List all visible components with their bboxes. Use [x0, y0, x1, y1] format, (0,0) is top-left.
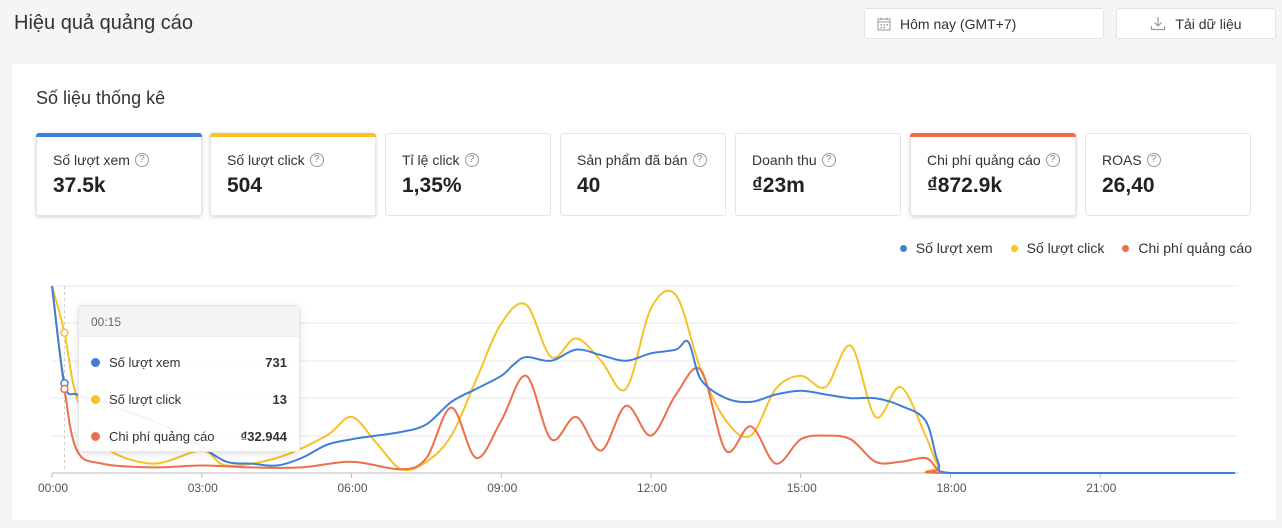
tooltip-label: Chi phí quảng cáo [109, 429, 215, 444]
metric-label: Tỉ lệ click? [402, 152, 550, 168]
x-tick-label: 15:00 [787, 481, 817, 495]
metric-label-text: Doanh thu [752, 152, 817, 168]
metric-label-text: Sản phẩm đã bán [577, 152, 688, 168]
legend-label: Số lượt click [1026, 240, 1105, 256]
metric-label: Số lượt click? [227, 152, 375, 168]
series-line-ad-cost [51, 285, 1235, 475]
metric-tile[interactable]: Sản phẩm đã bán? 40 [560, 133, 726, 216]
metric-accent-bar [210, 133, 376, 137]
metric-label: Doanh thu? [752, 152, 900, 168]
chart-tooltip: 00:15 Số lượt xem 731 Số lượt click 13 C… [78, 305, 300, 452]
metric-label-text: ROAS [1102, 152, 1142, 168]
x-tick-label: 06:00 [338, 481, 368, 495]
metric-label-text: Tỉ lệ click [402, 152, 460, 168]
metric-value: 37.5k [53, 174, 106, 197]
legend-label: Số lượt xem [915, 240, 993, 256]
metric-label: Sản phẩm đã bán? [577, 152, 725, 168]
download-data-button[interactable]: Tải dữ liệu [1116, 8, 1276, 39]
legend-dot [1122, 244, 1130, 252]
tooltip-value: ₫32.944 [240, 429, 287, 444]
metric-tile[interactable]: Tỉ lệ click? 1,35% [385, 133, 551, 216]
hover-point [60, 384, 69, 394]
x-tick-label: 12:00 [637, 481, 667, 495]
tooltip-row-views: Số lượt xem 731 [91, 355, 287, 370]
help-icon[interactable]: ? [464, 153, 479, 167]
metric-label: Chi phí quảng cáo? [927, 152, 1075, 168]
metric-tile[interactable]: Doanh thu? ₫23m [735, 133, 901, 216]
metric-tile[interactable]: Số lượt click? 504 [210, 133, 376, 216]
metric-tile[interactable]: Chi phí quảng cáo? ₫872.9k [910, 133, 1076, 216]
legend-item-ad-cost[interactable]: Chi phí quảng cáo [1122, 240, 1252, 256]
x-tick-label: 21:00 [1086, 481, 1116, 495]
metric-label-text: Số lượt xem [53, 152, 130, 168]
legend-label: Chi phí quảng cáo [1138, 240, 1252, 256]
tooltip-dot [91, 432, 100, 441]
metric-accent-bar [36, 133, 202, 137]
legend-item-views[interactable]: Số lượt xem [899, 240, 993, 256]
date-range-button[interactable]: Hôm nay (GMT+7) [864, 8, 1104, 39]
help-icon[interactable]: ? [1045, 153, 1060, 167]
hover-point [60, 328, 69, 337]
metric-label: Số lượt xem? [53, 152, 201, 168]
metric-label-text: Số lượt click [227, 152, 305, 168]
x-tick-label: 09:00 [487, 481, 517, 495]
metric-value: ₫23m [752, 174, 805, 197]
date-range-label: Hôm nay (GMT+7) [900, 15, 1017, 32]
tooltip-label: Số lượt xem [109, 355, 181, 370]
statistics-card: Số liệu thống kê Số lượt xem? 37.5k Số lượ… [12, 64, 1276, 520]
tooltip-row-ad-cost: Chi phí quảng cáo ₫32.944 [91, 429, 287, 444]
metric-value: 504 [227, 174, 263, 197]
help-icon[interactable]: ? [134, 153, 149, 167]
help-icon[interactable]: ? [309, 153, 324, 167]
metric-tile[interactable]: Số lượt xem? 37.5k [36, 133, 202, 216]
legend-dot [1010, 244, 1018, 252]
tooltip-value: 731 [265, 355, 287, 370]
page-title: Hiệu quả quảng cáo [14, 12, 194, 34]
metric-value: 40 [577, 174, 601, 197]
help-icon[interactable]: ? [692, 153, 707, 167]
metric-value: ₫872.9k [927, 174, 1003, 197]
calendar-icon [877, 17, 891, 31]
help-icon[interactable]: ? [1146, 153, 1161, 167]
metric-label-text: Chi phí quảng cáo [927, 152, 1041, 168]
tooltip-row-clicks: Số lượt click 13 [91, 392, 287, 407]
x-tick-label: 00:00 [38, 481, 68, 495]
x-tick-label: 18:00 [937, 481, 967, 495]
metric-value: 1,35% [402, 174, 462, 197]
help-icon[interactable]: ? [821, 153, 836, 167]
tooltip-time: 00:15 [79, 306, 299, 337]
x-tick-label: 03:00 [188, 481, 218, 495]
metric-accent-bar [910, 133, 1076, 137]
tooltip-dot [91, 395, 100, 404]
metric-tile[interactable]: ROAS? 26,40 [1085, 133, 1251, 216]
chart-legend: Số lượt xem Số lượt click Chi phí quảng … [882, 240, 1252, 256]
section-title: Số liệu thống kê [36, 88, 166, 108]
tooltip-value: 13 [272, 392, 287, 407]
download-icon [1150, 16, 1166, 31]
tooltip-dot [91, 358, 100, 367]
tooltip-label: Số lượt click [109, 392, 182, 407]
download-data-label: Tải dữ liệu [1175, 15, 1242, 32]
metric-label: ROAS? [1102, 152, 1250, 168]
legend-dot [899, 244, 907, 252]
metric-value: 26,40 [1102, 174, 1155, 197]
legend-item-clicks[interactable]: Số lượt click [1010, 240, 1105, 256]
